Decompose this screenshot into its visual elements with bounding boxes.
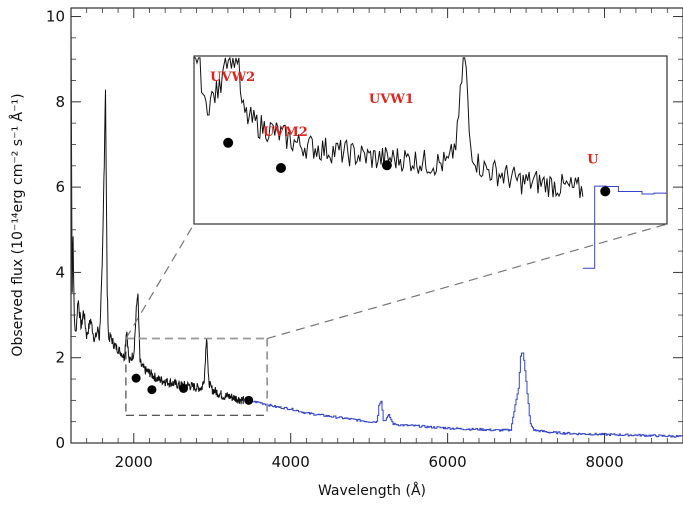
photometry-point-u [244, 395, 254, 405]
y-axis-title: Observed flux (10⁻¹⁴erg cm⁻² s⁻¹ Å⁻¹) [9, 93, 26, 356]
x-tick-label: 4000 [272, 453, 310, 471]
y-tick-label: 10 [46, 8, 65, 26]
zoom-connector-right [266, 223, 668, 340]
optical-spectrum-line [243, 352, 683, 438]
y-tick-label: 8 [55, 93, 65, 111]
axis-ticks: 2000 4000 6000 8000 0 2 4 6 8 10 [46, 8, 683, 471]
filter-label-uvw1: UVW1 [369, 92, 414, 107]
photometry-point-uvw1 [179, 383, 189, 393]
inset-point-uvw1 [381, 160, 392, 171]
filter-label-uvm2: UVM2 [263, 125, 308, 140]
plot-frame [70, 7, 683, 444]
zoom-indicator [125, 223, 668, 416]
y-tick-label: 2 [55, 349, 65, 367]
y-tick-label: 0 [55, 434, 65, 452]
x-tick-label: 2000 [115, 453, 153, 471]
filter-label-uvw2: UVW2 [210, 70, 255, 85]
y-tick-label: 6 [55, 178, 65, 196]
inset-frame [193, 55, 668, 225]
filter-label-u: U [587, 152, 599, 167]
inset-panel: UVW2 UVM2 UVW1 U [193, 55, 668, 269]
x-tick-label: 6000 [429, 453, 467, 471]
zoom-connector-left [125, 223, 195, 339]
y-tick-label: 4 [55, 263, 65, 281]
inset-point-uvm2 [275, 163, 286, 173]
inset-point-u [600, 186, 611, 197]
inset-point-uvw2 [223, 137, 234, 148]
photometry-point-uvw2 [131, 373, 141, 383]
uv-spectrum-line [70, 25, 245, 405]
spectra-layer [70, 25, 683, 438]
x-tick-label: 8000 [585, 453, 623, 471]
inset-optical-spectrum-line [582, 185, 667, 269]
x-axis-title: Wavelength (Å) [318, 482, 426, 499]
photometry-point-uvm2 [147, 385, 157, 395]
